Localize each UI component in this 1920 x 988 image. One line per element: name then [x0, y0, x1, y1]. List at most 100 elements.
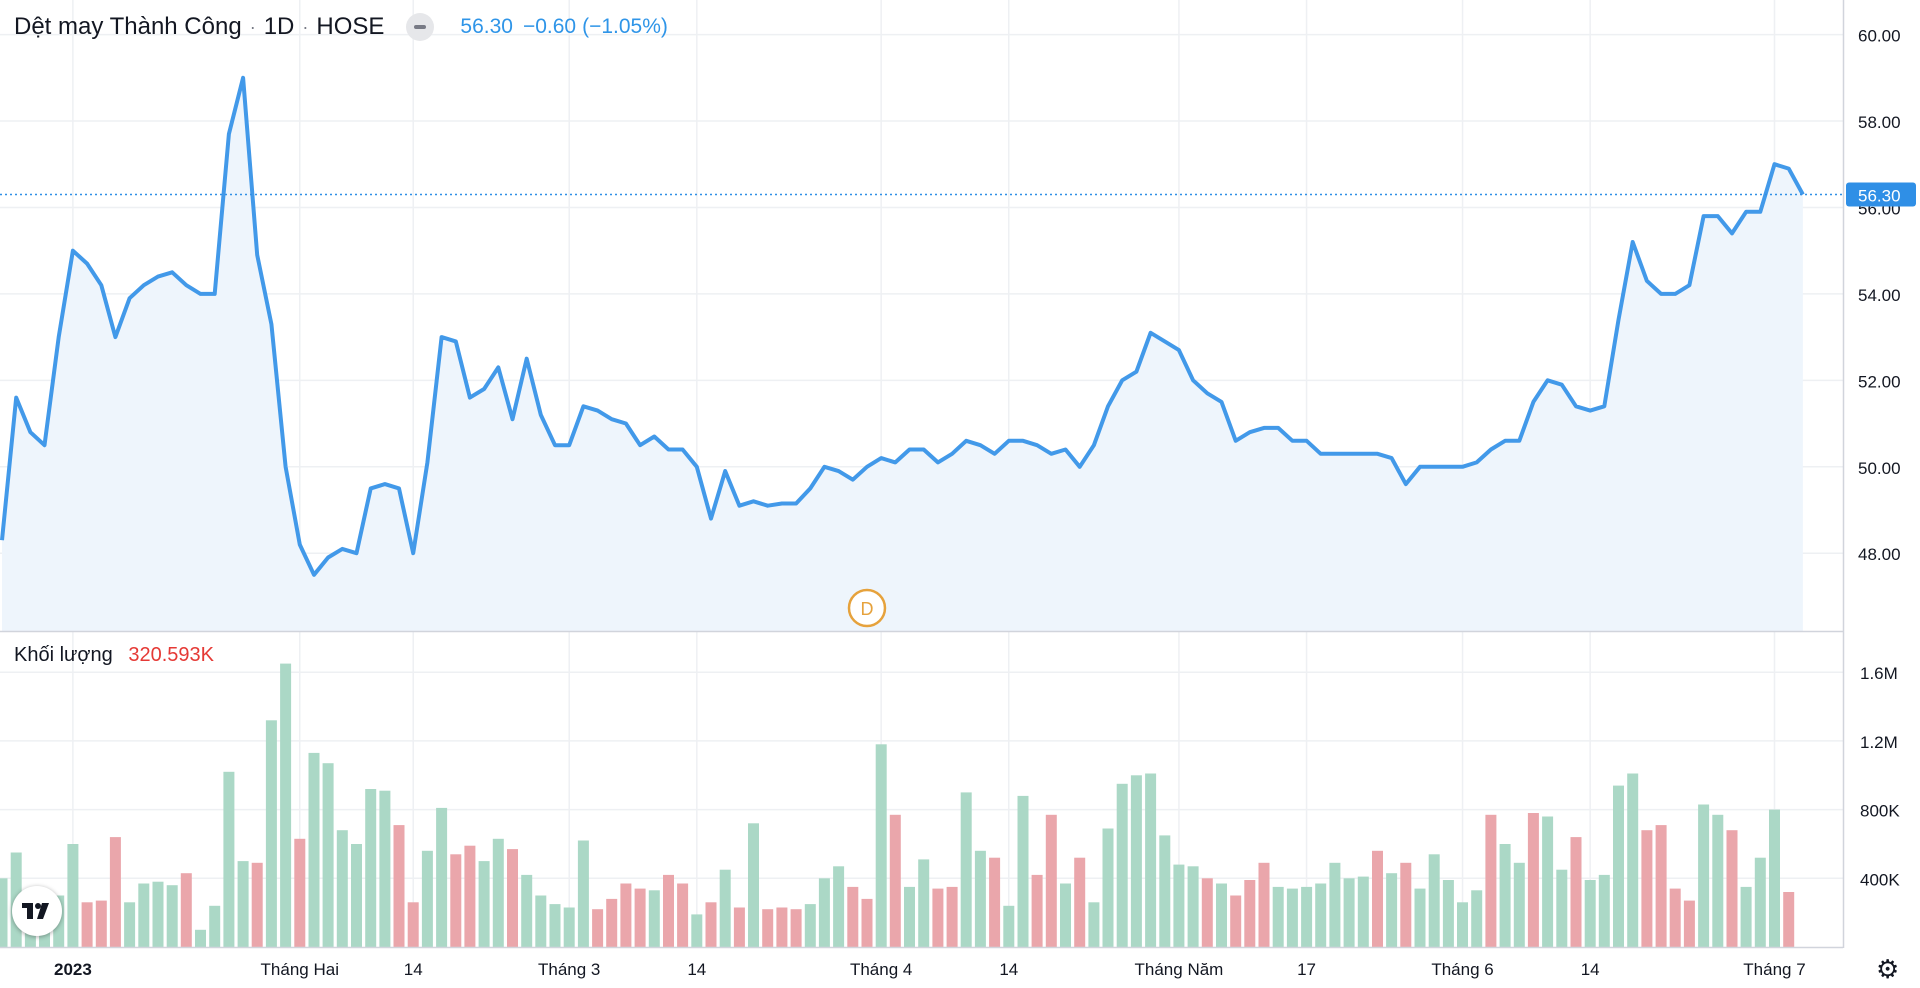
volume-bar[interactable] — [1683, 900, 1695, 947]
volume-bar[interactable] — [1130, 775, 1142, 947]
volume-axis[interactable]: 400K 800K 1.2M 1.6M — [1860, 664, 1900, 889]
volume-bar[interactable] — [365, 789, 377, 947]
volume-bar[interactable] — [223, 771, 235, 947]
volume-bar[interactable] — [1102, 828, 1114, 948]
volume-bar[interactable] — [918, 859, 930, 947]
volume-bar[interactable] — [1329, 862, 1341, 947]
volume-bar[interactable] — [351, 844, 362, 947]
volume-bar[interactable] — [1641, 830, 1653, 947]
volume-bar[interactable] — [81, 902, 93, 947]
volume-bar[interactable] — [1031, 874, 1043, 947]
volume-bar[interactable] — [492, 838, 504, 947]
volume-bar[interactable] — [308, 752, 320, 947]
volume-bar[interactable] — [1613, 785, 1624, 947]
volume-bar[interactable] — [1372, 850, 1383, 947]
gear-icon[interactable]: ⚙ — [1876, 954, 1900, 984]
volume-bar[interactable] — [1045, 814, 1057, 947]
volume-bar[interactable] — [1003, 905, 1015, 947]
volume-bar[interactable] — [379, 790, 391, 947]
volume-bar[interactable] — [535, 895, 547, 948]
dividend-marker-icon[interactable]: D — [847, 588, 887, 628]
volume-bar[interactable] — [861, 898, 873, 947]
volume-bar[interactable] — [1428, 854, 1440, 947]
volume-bar[interactable] — [1060, 883, 1071, 948]
volume-bar[interactable] — [1527, 813, 1539, 947]
volume-bar[interactable] — [1783, 892, 1795, 947]
volume-bar[interactable] — [195, 929, 206, 947]
volume-bar[interactable] — [1088, 902, 1100, 947]
volume-bar[interactable] — [166, 885, 178, 947]
volume-bar[interactable] — [251, 862, 263, 947]
volume-bar[interactable] — [237, 861, 249, 947]
volume-bar[interactable] — [436, 807, 448, 947]
volume-bar[interactable] — [1627, 773, 1639, 948]
volume-bar[interactable] — [1414, 888, 1426, 947]
volume-bar[interactable] — [1357, 876, 1369, 947]
volume-bar[interactable] — [180, 873, 192, 947]
volume-bar[interactable] — [1655, 825, 1667, 947]
volume-bar[interactable] — [1442, 880, 1454, 947]
volume-bar[interactable] — [280, 663, 292, 947]
volume-bar[interactable] — [507, 849, 518, 947]
volume-bar[interactable] — [748, 823, 759, 947]
volume-bar[interactable] — [152, 881, 164, 947]
volume-bar[interactable] — [1499, 844, 1511, 947]
volume-bar[interactable] — [95, 900, 107, 947]
volume-bar[interactable] — [663, 874, 674, 947]
volume-bar[interactable] — [705, 902, 717, 947]
volume-bar[interactable] — [1258, 862, 1270, 947]
volume-bar[interactable] — [1598, 874, 1610, 947]
volume-bar[interactable] — [294, 838, 306, 947]
volume-bar[interactable] — [1669, 888, 1681, 947]
volume-bar[interactable] — [1386, 873, 1398, 947]
volume-bar[interactable] — [946, 886, 958, 947]
volume-bar[interactable] — [1286, 888, 1298, 947]
volume-bar[interactable] — [1556, 869, 1568, 947]
volume-bar[interactable] — [464, 845, 476, 947]
volume-bar[interactable] — [1216, 883, 1227, 948]
volume-bar[interactable] — [960, 792, 972, 947]
volume-bar[interactable] — [790, 909, 802, 947]
volume-bar[interactable] — [1343, 878, 1355, 947]
time-axis[interactable]: 2023 Tháng Hai 14 Tháng 3 14 Tháng 4 14 Tháng N… — [54, 960, 1806, 979]
volume-bar[interactable] — [989, 857, 1001, 947]
volume-bar[interactable] — [478, 861, 490, 947]
volume-bar[interactable] — [875, 744, 887, 947]
volume-bar[interactable] — [634, 888, 646, 947]
volume-bar[interactable] — [322, 763, 334, 947]
volume-bar[interactable] — [1698, 804, 1710, 948]
volume-bar[interactable] — [1400, 862, 1412, 947]
volume-bar[interactable] — [1513, 862, 1525, 947]
volume-bar[interactable] — [1740, 886, 1752, 947]
volume-bar[interactable] — [1116, 783, 1128, 947]
volume-bar[interactable] — [1173, 864, 1185, 947]
volume-bar[interactable] — [1769, 809, 1780, 947]
volume-bar[interactable] — [733, 907, 745, 948]
symbol-interval[interactable]: 1D — [263, 13, 295, 40]
volume-bar[interactable] — [407, 902, 419, 947]
volume-bar[interactable] — [209, 905, 221, 947]
volume-bar[interactable] — [1584, 880, 1596, 947]
volume-bar[interactable] — [1754, 857, 1766, 947]
volume-bar[interactable] — [1187, 866, 1199, 947]
volume-bar[interactable] — [109, 837, 121, 947]
volume-bar[interactable] — [1712, 814, 1724, 947]
volume-bar[interactable] — [1074, 857, 1086, 947]
volume-bar[interactable] — [563, 907, 575, 948]
volume-bar[interactable] — [974, 850, 986, 947]
volume-bar[interactable] — [138, 883, 150, 948]
volume-bar[interactable] — [1272, 886, 1284, 947]
volume-bar[interactable] — [1457, 902, 1468, 947]
volume-bar[interactable] — [833, 866, 845, 947]
volume-bar[interactable] — [1230, 895, 1242, 948]
volume-bar[interactable] — [889, 814, 901, 947]
volume-bar[interactable] — [592, 909, 604, 947]
volume-bar[interactable] — [818, 878, 830, 947]
volume-bar[interactable] — [393, 825, 405, 947]
volume-bar[interactable] — [577, 840, 589, 948]
volume-bar[interactable] — [0, 878, 8, 947]
volume-label[interactable]: Khối lượng — [14, 644, 113, 666]
dividend-marker-circle[interactable] — [847, 588, 887, 628]
